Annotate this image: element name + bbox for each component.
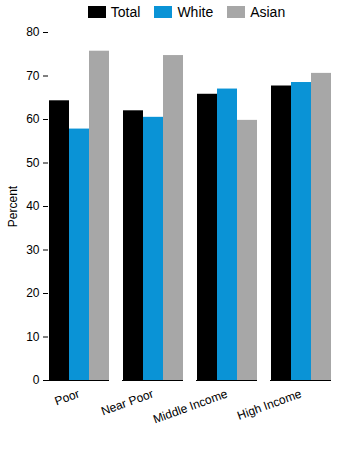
- html-text:White: White: [177, 4, 214, 20]
- html-text:Asian: Asian: [250, 4, 286, 20]
- html-text:Total: Total: [110, 4, 141, 20]
- svg-text:0: 0: [33, 373, 40, 387]
- svg-text:High Income: High Income: [235, 386, 303, 422]
- svg-text:70: 70: [26, 69, 40, 83]
- svg-text:80: 80: [26, 25, 40, 39]
- svg-text:20: 20: [26, 286, 40, 300]
- svg-text:Near Poor: Near Poor: [99, 387, 155, 419]
- svg-text:60: 60: [26, 112, 40, 126]
- svg-text:50: 50: [26, 156, 40, 170]
- svg-text:Percent: Percent: [6, 185, 20, 227]
- svg-text:10: 10: [26, 330, 40, 344]
- svg-text:30: 30: [26, 243, 40, 257]
- svg-text:40: 40: [26, 199, 40, 213]
- svg-text:Poor: Poor: [53, 387, 82, 409]
- svg-text:Middle Income: Middle Income: [151, 386, 229, 426]
